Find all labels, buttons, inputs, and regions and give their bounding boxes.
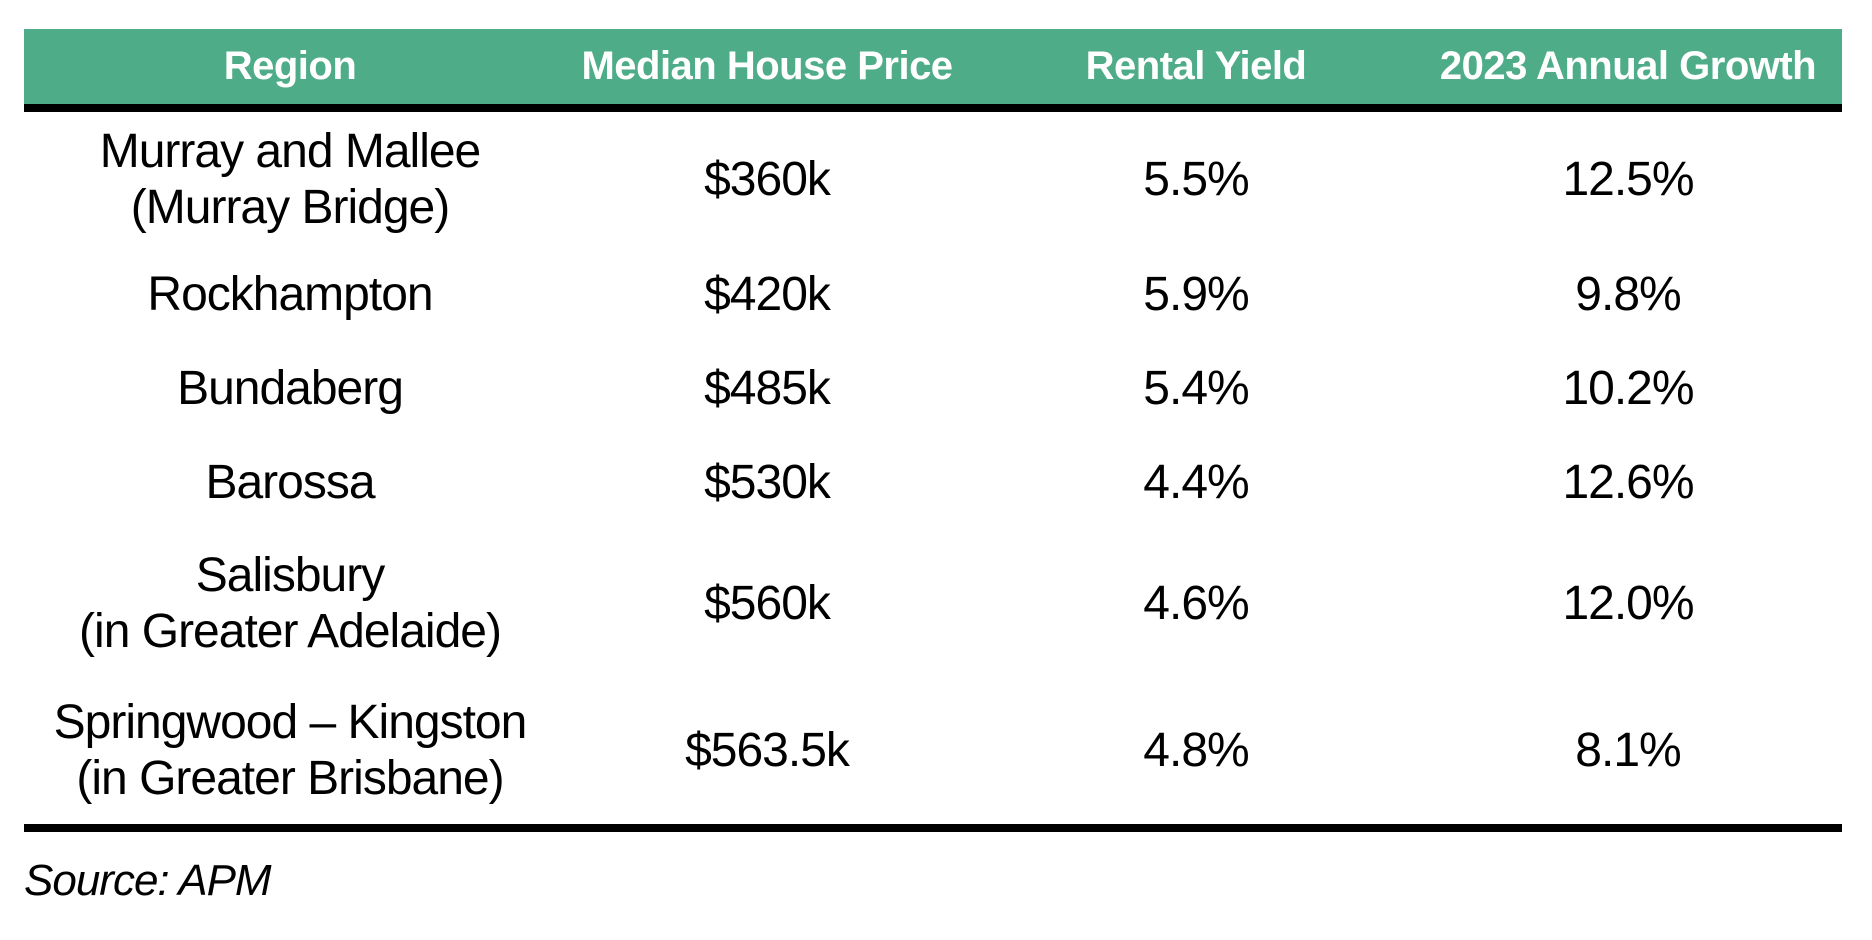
median-house-price-cell: $420k	[704, 267, 831, 321]
median-house-price-cell: $530k	[704, 455, 831, 509]
rental-yield-cell: 4.8%	[978, 678, 1414, 832]
table-header-row: Region Median House Price Rental Yield 2…	[24, 29, 1842, 112]
annual-growth-cell: 12.6%	[1562, 455, 1694, 509]
annual-growth-cell: 9.8%	[1575, 267, 1681, 321]
rental-yield-cell: 4.4%	[1143, 455, 1249, 509]
rental-yield-cell: 5.9%	[1143, 267, 1249, 321]
source-note: Source: APM	[24, 856, 272, 905]
region-cell: Rockhampton	[147, 267, 433, 321]
region-cell: Barossa	[205, 455, 375, 509]
table-row: Bundaberg $485k 5.4% 10.2%	[24, 342, 1842, 436]
rental-yield-cell: 4.6%	[1143, 576, 1249, 630]
region-cell: Bundaberg	[177, 361, 404, 415]
region-cell: Salisbury (in Greater Adelaide)	[79, 548, 502, 658]
column-header-annual-growth: 2023 Annual Growth	[1414, 29, 1842, 112]
column-header-median-house-price: Median House Price	[556, 29, 978, 112]
annual-growth-cell: 10.2%	[1562, 361, 1694, 415]
rental-yield-cell: 5.5%	[1143, 152, 1249, 206]
table-row: Salisbury (in Greater Adelaide) $560k 4.…	[24, 530, 1842, 678]
table-row: Rockhampton $420k 5.9% 9.8%	[24, 248, 1842, 342]
annual-growth-cell: 8.1%	[1414, 678, 1842, 832]
annual-growth-cell: 12.0%	[1562, 576, 1694, 630]
table-row: Springwood – Kingston (in Greater Brisba…	[24, 678, 1842, 832]
median-house-price-cell: $563.5k	[556, 678, 978, 832]
column-header-rental-yield: Rental Yield	[978, 29, 1414, 112]
rental-yield-cell: 5.4%	[1143, 361, 1249, 415]
table-row: Barossa $530k 4.4% 12.6%	[24, 436, 1842, 530]
region-cell: Springwood – Kingston (in Greater Brisba…	[24, 678, 556, 832]
column-header-region: Region	[24, 29, 556, 112]
region-cell: Murray and Mallee (Murray Bridge)	[99, 124, 482, 234]
table-row: Murray and Mallee (Murray Bridge) $360k …	[24, 108, 1842, 248]
median-house-price-cell: $560k	[704, 576, 831, 630]
median-house-price-cell: $485k	[704, 361, 831, 415]
annual-growth-cell: 12.5%	[1562, 152, 1694, 206]
median-house-price-cell: $360k	[704, 152, 831, 206]
regional-property-table: Region Median House Price Rental Yield 2…	[24, 29, 1842, 832]
